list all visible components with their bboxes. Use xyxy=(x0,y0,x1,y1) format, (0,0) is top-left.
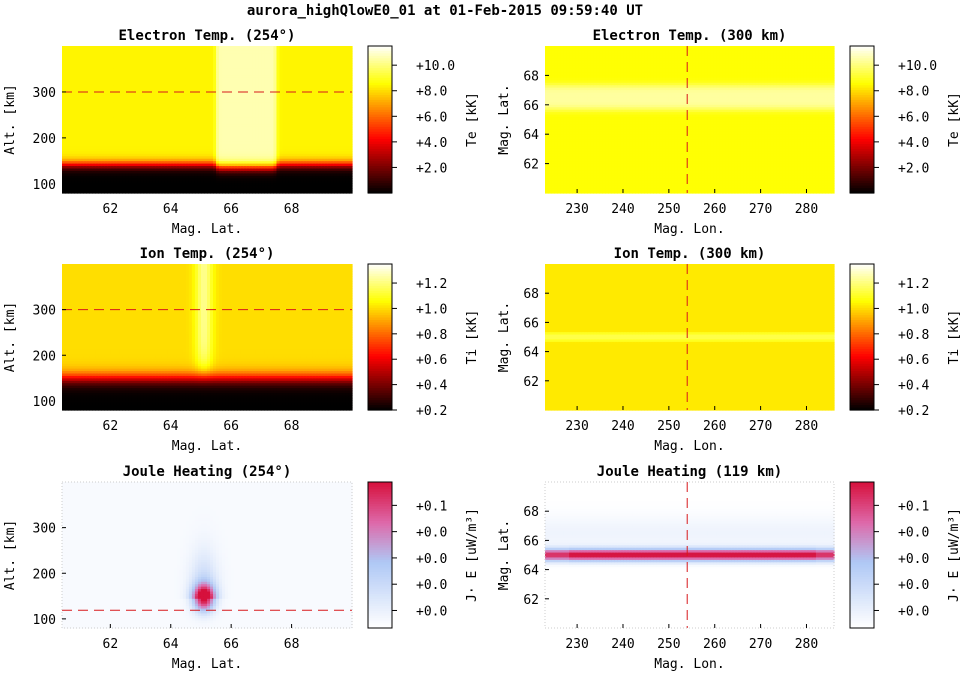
heatmap-cells xyxy=(62,46,353,194)
figure-title: aurora_highQlowE0_01 at 01-Feb-2015 09:5… xyxy=(247,3,643,19)
figure: aurora_highQlowE0_01 at 01-Feb-2015 09:5… xyxy=(0,0,975,675)
subplot-1: Electron Temp. (254°)62 64 66 68100200300Ma… xyxy=(3,28,480,237)
